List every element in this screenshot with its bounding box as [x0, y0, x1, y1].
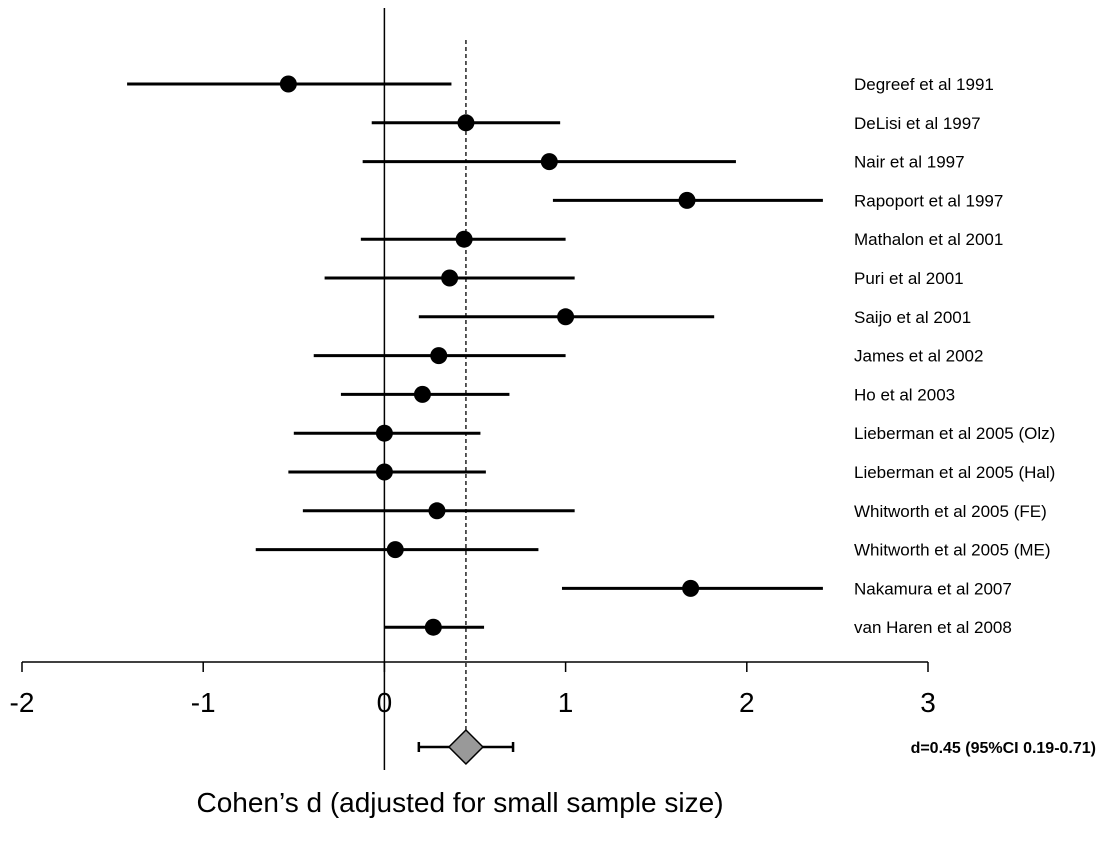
study-row: Lieberman et al 2005 (Hal)	[288, 463, 1055, 482]
study-point-estimate	[375, 463, 393, 481]
study-label: Puri et al 2001	[854, 269, 964, 288]
study-label: Saijo et al 2001	[854, 308, 971, 327]
study-label: Nakamura et al 2007	[854, 579, 1012, 598]
study-point-estimate	[678, 191, 696, 209]
study-point-estimate	[413, 385, 431, 403]
study-label: Mathalon et al 2001	[854, 230, 1003, 249]
study-row: Rapoport et al 1997	[552, 191, 1003, 210]
study-label: DeLisi et al 1997	[854, 114, 981, 133]
study-point-estimate	[441, 269, 459, 287]
study-point-estimate	[557, 308, 575, 326]
study-label: Whitworth et al 2005 (FE)	[854, 502, 1047, 521]
study-point-estimate	[430, 347, 448, 365]
x-axis-title: Cohen’s d (adjusted for small sample siz…	[196, 787, 723, 818]
study-row: Puri et al 2001	[324, 269, 964, 288]
study-row: Saijo et al 2001	[418, 308, 971, 327]
study-label: Rapoport et al 1997	[854, 191, 1003, 210]
study-point-estimate	[386, 541, 404, 559]
study-row: Whitworth et al 2005 (ME)	[255, 541, 1051, 560]
study-row: Ho et al 2003	[340, 385, 955, 404]
study-row: Whitworth et al 2005 (FE)	[302, 502, 1047, 521]
study-row: van Haren et al 2008	[384, 618, 1012, 637]
x-axis-ticks: -2 -1 0 1 2 3	[10, 662, 936, 718]
x-tick-label: 1	[558, 687, 574, 718]
x-tick-label: -1	[191, 687, 216, 718]
study-row: Nair et al 1997	[362, 153, 965, 172]
x-tick-label: 0	[377, 687, 393, 718]
study-row: Lieberman et al 2005 (Olz)	[293, 424, 1055, 443]
summary-label: d=0.45 (95%CI 0.19-0.71)	[911, 740, 1096, 757]
study-row: DeLisi et al 1997	[371, 114, 981, 133]
summary-diamond	[447, 728, 485, 766]
study-label: Lieberman et al 2005 (Olz)	[854, 424, 1055, 443]
study-row: James et al 2002	[313, 347, 983, 366]
study-row: Mathalon et al 2001	[360, 230, 1003, 249]
study-label: Degreef et al 1991	[854, 75, 994, 94]
study-point-estimate	[428, 502, 446, 520]
x-tick-label: -2	[10, 687, 35, 718]
study-point-estimate	[375, 424, 393, 442]
x-tick-label: 3	[920, 687, 936, 718]
study-label: van Haren et al 2008	[854, 618, 1012, 637]
study-point-estimate	[455, 230, 473, 248]
study-row: Nakamura et al 2007	[561, 579, 1012, 598]
summary-estimate	[417, 728, 515, 766]
study-label: Nair et al 1997	[854, 153, 965, 172]
study-label: Whitworth et al 2005 (ME)	[854, 541, 1051, 560]
study-point-estimate	[424, 618, 442, 636]
study-point-estimate	[540, 153, 558, 171]
study-label: James et al 2002	[854, 347, 983, 366]
study-label: Ho et al 2003	[854, 385, 955, 404]
study-point-estimate	[279, 75, 297, 93]
study-point-estimate	[682, 579, 700, 597]
study-row: Degreef et al 1991	[127, 75, 994, 94]
x-tick-label: 2	[739, 687, 755, 718]
study-label: Lieberman et al 2005 (Hal)	[854, 463, 1055, 482]
study-rows: Degreef et al 1991 DeLisi et al 1997 Nair …	[127, 75, 1055, 637]
study-point-estimate	[457, 114, 475, 132]
